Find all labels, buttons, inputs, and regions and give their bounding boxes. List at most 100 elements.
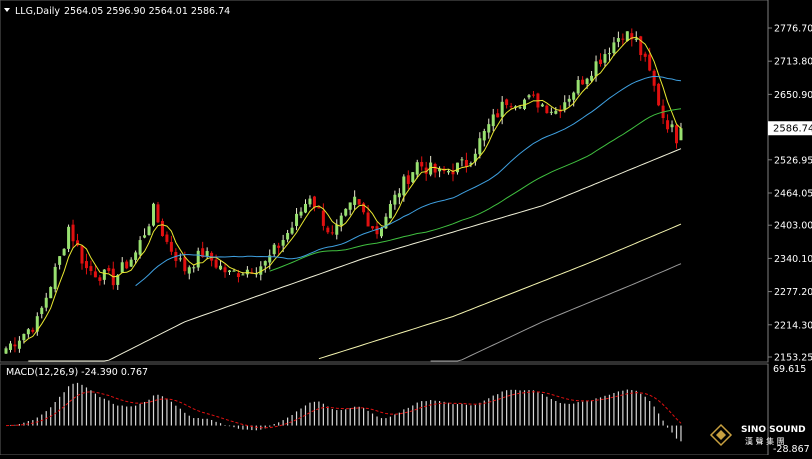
candle-body: [214, 259, 218, 268]
price-tick-label: 2277.20: [774, 287, 812, 298]
candle-body: [272, 244, 276, 255]
macd-signal-line: [5, 391, 682, 429]
candle-body: [527, 95, 531, 98]
candle-body: [616, 38, 620, 42]
candle-body: [178, 258, 182, 260]
candle-body: [312, 196, 316, 208]
sino-sound-logo-icon: [709, 423, 733, 447]
candle-body: [540, 104, 544, 107]
candle-body: [8, 343, 12, 350]
candle-body: [53, 266, 57, 289]
candle-body: [17, 340, 21, 349]
candle-body: [58, 256, 62, 265]
price-axis: 2776.702713.802650.902587.852526.952464.…: [767, 0, 812, 364]
candle-body: [603, 54, 607, 63]
price-tick-label: 2153.25: [774, 353, 812, 364]
candle-body: [80, 245, 84, 264]
candle-body: [643, 53, 647, 57]
candle-body: [129, 259, 133, 267]
candle-body: [675, 125, 678, 144]
candle-body: [496, 113, 500, 118]
candle-body: [397, 193, 401, 198]
candle-body: [219, 265, 223, 270]
candle-body: [549, 111, 553, 113]
candle-body: [290, 227, 294, 234]
ma-line-fast: [23, 36, 682, 343]
candle-body: [576, 80, 580, 94]
candle-body: [415, 162, 419, 175]
macd-tick-bottom: -28.867: [773, 444, 810, 455]
candle-body: [201, 248, 205, 258]
candle-body: [31, 329, 35, 332]
candle-body: [563, 102, 567, 110]
candle-body: [478, 138, 482, 155]
candle-body: [393, 194, 397, 205]
candle-body: [344, 208, 348, 216]
candle-body: [308, 198, 312, 205]
candle-body: [639, 36, 643, 56]
candle-body: [411, 172, 415, 183]
candle-body: [348, 202, 352, 210]
ohlc-values-label: 2564.05 2596.90 2564.01 2586.74: [64, 6, 230, 17]
moving-average-series: [23, 36, 682, 362]
candle-body: [303, 203, 307, 213]
macd-panel[interactable]: MACD(12,26,9) -24.390 0.767 69.615 -28.8…: [0, 363, 810, 456]
candle-body: [679, 128, 683, 141]
candle-body: [406, 175, 410, 184]
candle-body: [581, 79, 585, 85]
candle-body: [84, 261, 88, 269]
current-price-label: 2586.74: [773, 124, 812, 135]
candle-body: [339, 215, 343, 226]
candle-body: [652, 70, 656, 86]
candle-body: [388, 203, 392, 219]
macd-tick-top: 69.615: [773, 364, 806, 375]
candle-body: [138, 240, 142, 255]
candle-body: [590, 75, 594, 81]
candle-body: [567, 98, 571, 102]
ma-line-white: [28, 148, 682, 362]
candle-body: [67, 226, 71, 249]
candle-body: [666, 120, 670, 130]
candle-body: [160, 220, 164, 237]
candle-body: [205, 251, 209, 257]
ma-line-cream: [318, 223, 682, 360]
candle-body: [585, 78, 589, 85]
price-tick-label: 2214.30: [774, 320, 812, 331]
candle-body: [375, 226, 379, 235]
candle-body: [281, 240, 285, 246]
symbol-dropdown-arrow-icon[interactable]: [4, 8, 10, 12]
symbol-timeframe-label: LLG,Daily: [15, 6, 60, 17]
candle-body: [424, 167, 428, 174]
candle-body: [648, 54, 652, 71]
price-tick-label: 2403.00: [774, 221, 812, 232]
candle-body: [165, 234, 169, 242]
candle-body: [120, 262, 124, 273]
candle-body: [420, 162, 424, 167]
candle-body: [594, 61, 598, 77]
candle-body: [353, 196, 357, 205]
candle-body: [473, 153, 477, 162]
candle-body: [330, 232, 334, 234]
candle-body: [22, 333, 26, 341]
price-tick-label: 2776.70: [774, 24, 812, 35]
price-panel[interactable]: 2776.702713.802650.902587.852526.952464.…: [0, 0, 812, 364]
candle-body: [147, 226, 151, 236]
candle-body: [335, 224, 339, 235]
candle-body: [433, 163, 437, 173]
candle-body: [4, 348, 8, 354]
candle-body: [277, 245, 281, 248]
candle-body: [326, 227, 330, 233]
candle-body: [169, 241, 173, 252]
price-tick-label: 2650.90: [774, 90, 812, 101]
candle-body: [98, 277, 102, 281]
candle-body: [464, 159, 468, 167]
candle-body: [116, 275, 120, 285]
price-tick-label: 2713.80: [774, 57, 812, 68]
ma-line-blue: [135, 75, 682, 287]
candle-body: [317, 207, 321, 209]
candle-body: [455, 162, 459, 173]
candle-body: [607, 53, 611, 55]
candle-body: [670, 124, 674, 128]
